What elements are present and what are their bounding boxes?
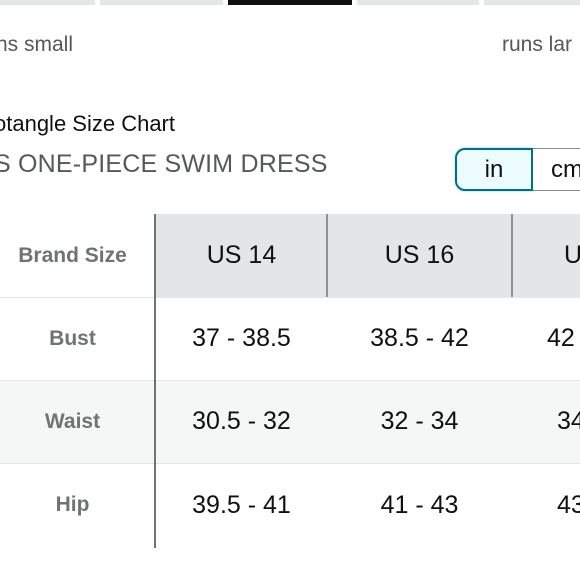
table-cell: 42 <box>547 324 575 352</box>
size-chart-title: otangle Size Chart <box>0 111 175 136</box>
row-label-bust: Bust <box>49 326 96 350</box>
table-cell: 43 <box>557 490 580 519</box>
table-cell: 32 - 34 <box>380 407 459 435</box>
brand-size-header: Brand Size <box>18 243 127 267</box>
table-cell: 37 - 38.5 <box>192 324 291 352</box>
column-header-next: U <box>512 214 580 297</box>
table-cell: 38.5 - 42 <box>370 324 469 352</box>
row-divider <box>0 463 580 464</box>
table-cell: 34 <box>557 407 580 435</box>
fit-scale-segment-active <box>228 0 352 5</box>
column-header-us-16: US 16 <box>327 214 512 297</box>
fit-left-label: ns small <box>0 33 74 56</box>
fit-scale-segment <box>484 0 580 5</box>
fit-right-label: runs lar <box>502 33 573 56</box>
table-cell: 30.5 - 32 <box>192 407 291 435</box>
unit-in-button[interactable]: in <box>455 148 533 191</box>
product-name: S ONE-PIECE SWIM DRESS <box>0 150 328 178</box>
row-divider <box>0 380 580 381</box>
fit-scale-segment <box>0 0 95 5</box>
unit-cm-button[interactable]: cm <box>533 148 580 191</box>
fit-scale-bar <box>0 0 580 6</box>
table-cell: 41 - 43 <box>380 490 459 519</box>
fit-scale-segment <box>357 0 479 5</box>
row-divider <box>0 297 580 298</box>
row-label-waist: Waist <box>44 409 101 433</box>
table-row-background <box>0 380 580 463</box>
fit-scale-segment <box>100 0 223 5</box>
column-header-us-14: US 14 <box>156 214 327 297</box>
row-label-hip: Hip <box>55 493 90 516</box>
column-divider <box>511 214 513 297</box>
column-divider <box>154 214 156 548</box>
table-cell: 39.5 - 41 <box>192 490 291 519</box>
column-divider <box>326 214 328 297</box>
